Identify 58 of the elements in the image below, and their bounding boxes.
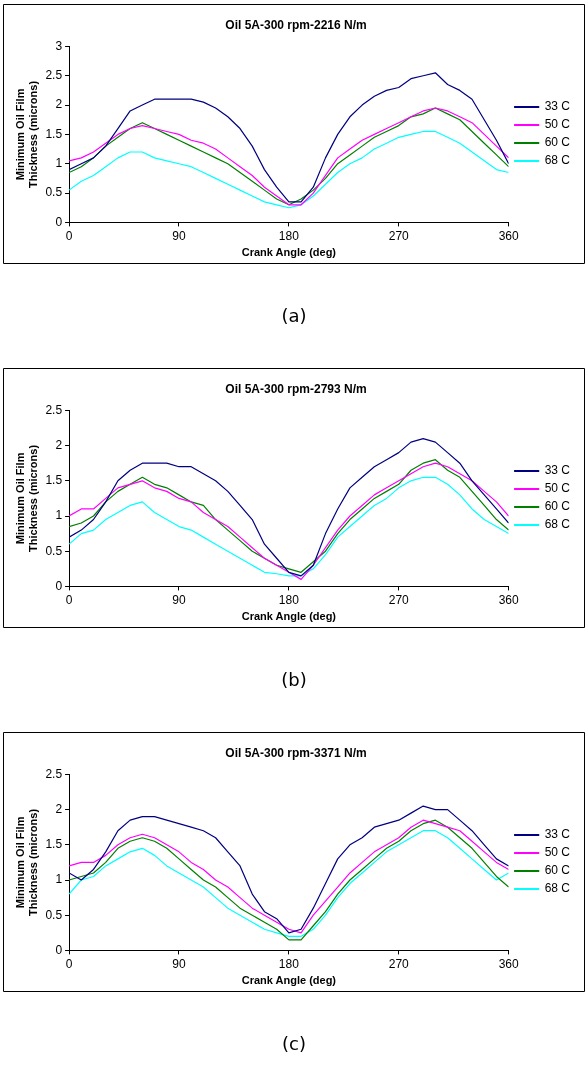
x-tick-label: 0 [65, 228, 73, 243]
x-tick-label: 90 [172, 592, 186, 607]
x-tick-label: 270 [388, 956, 410, 971]
legend-label: 60 C [544, 135, 571, 150]
y-tick-label: 3 [55, 38, 63, 53]
legend-label: 68 C [544, 517, 571, 532]
x-axis-title: Crank Angle (deg) [241, 974, 337, 987]
legend-label: 60 C [544, 863, 571, 878]
legend-label: 50 C [544, 481, 571, 496]
x-tick-label: 180 [278, 956, 300, 971]
legend-label: 50 C [544, 845, 571, 860]
y-tick-label: 2.5 [45, 402, 63, 417]
x-axis-title: Crank Angle (deg) [241, 246, 337, 259]
chart-title: Oil 5A-300 rpm-2216 N/m [225, 17, 367, 32]
y-tick-label: 1.5 [45, 837, 63, 852]
chart-title: Oil 5A-300 rpm-2793 N/m [225, 381, 367, 396]
x-tick-label: 180 [278, 592, 300, 607]
legend-label: 68 C [544, 881, 571, 896]
x-tick-label: 270 [388, 228, 410, 243]
legend-label: 33 C [544, 99, 571, 114]
x-tick-label: 180 [278, 228, 300, 243]
y-axis-title: Minimum Oil Film Thickness (microns) [13, 444, 39, 552]
y-tick-label: 2.5 [45, 766, 63, 781]
legend-label: 33 C [544, 827, 571, 842]
y-tick-label: 1.5 [45, 473, 63, 488]
y-tick-label: 0 [55, 578, 63, 593]
y-tick-label: 1 [55, 508, 63, 523]
legend-label: 33 C [544, 463, 571, 478]
y-tick-label: 1 [55, 872, 63, 887]
y-tick-label: 0.5 [45, 185, 63, 200]
chart-title: Oil 5A-300 rpm-3371 N/m [225, 745, 367, 760]
x-tick-label: 0 [65, 592, 73, 607]
y-tick-label: 0.5 [45, 543, 63, 558]
y-tick-label: 0.5 [45, 907, 63, 922]
y-axis-title: Minimum Oil Film Thickness (microns) [13, 80, 39, 188]
x-axis-title: Crank Angle (deg) [241, 610, 337, 623]
x-tick-label: 360 [498, 956, 519, 971]
y-tick-label: 2.5 [45, 68, 63, 83]
y-tick-label: 2 [55, 801, 63, 816]
text: (b) [280, 668, 308, 692]
x-tick-label: 90 [172, 956, 186, 971]
x-tick-label: 90 [172, 228, 186, 243]
y-tick-label: 2 [55, 437, 63, 452]
legend-label: 60 C [544, 499, 571, 514]
legend-label: 68 C [544, 153, 571, 168]
y-tick-label: 1 [55, 156, 63, 171]
legend-label: 50 C [544, 117, 571, 132]
y-tick-label: 2 [55, 97, 63, 112]
text: (c) [281, 1032, 307, 1056]
y-axis-title: Minimum Oil Film Thickness (microns) [13, 808, 39, 916]
x-tick-label: 360 [498, 228, 519, 243]
x-tick-label: 0 [65, 956, 73, 971]
text: (a) [280, 304, 308, 328]
y-tick-label: 0 [55, 214, 63, 229]
y-tick-label: 1.5 [45, 126, 63, 141]
y-tick-label: 0 [55, 942, 63, 957]
x-tick-label: 360 [498, 592, 519, 607]
x-tick-label: 270 [388, 592, 410, 607]
